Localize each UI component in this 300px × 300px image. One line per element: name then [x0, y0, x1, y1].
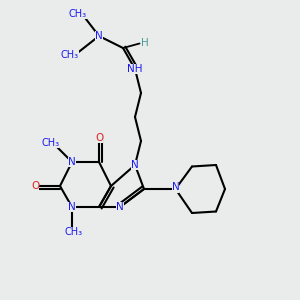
Text: H: H	[141, 38, 149, 48]
Text: N: N	[68, 202, 76, 212]
Text: CH₃: CH₃	[41, 138, 59, 148]
Text: CH₃: CH₃	[64, 226, 82, 237]
Text: N: N	[116, 202, 124, 212]
Text: NH: NH	[127, 64, 143, 74]
Text: N: N	[131, 160, 139, 170]
Text: O: O	[95, 133, 103, 143]
Text: N: N	[172, 182, 179, 193]
Text: N: N	[68, 157, 76, 167]
Text: N: N	[95, 31, 103, 41]
Text: CH₃: CH₃	[61, 50, 79, 60]
Text: O: O	[31, 181, 39, 191]
Text: CH₃: CH₃	[68, 8, 86, 19]
